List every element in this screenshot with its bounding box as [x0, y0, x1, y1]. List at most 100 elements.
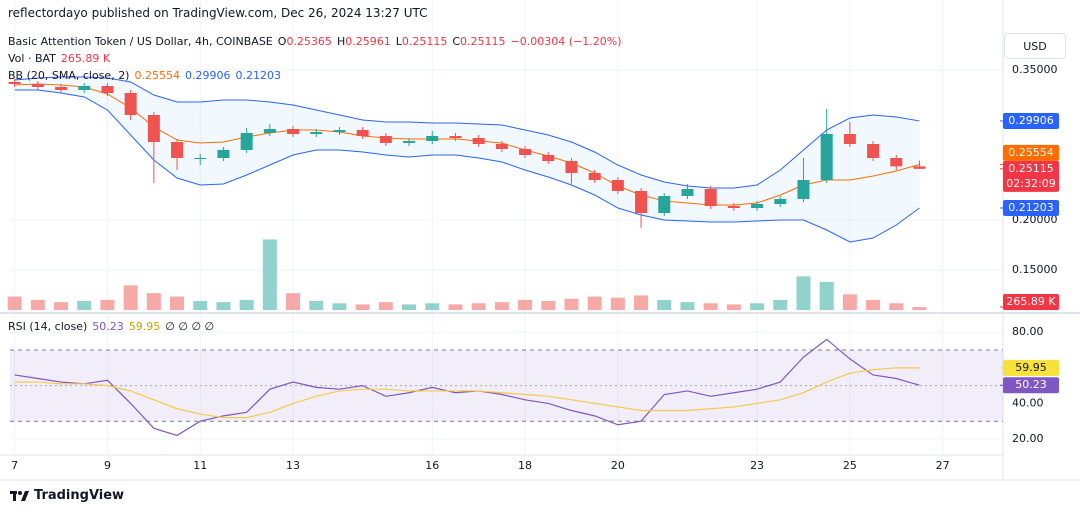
x-tick-label: 27 [936, 459, 950, 472]
rsi: 50.23 [92, 320, 124, 333]
candle-body [240, 133, 253, 150]
volume-bar [402, 304, 417, 310]
legend-rsi: RSI (14, close) 50.23 59.95 ∅ ∅ ∅ ∅ [8, 320, 214, 333]
candle-body [658, 196, 671, 213]
candle-body [843, 134, 856, 144]
candle-body [867, 144, 880, 158]
price-tag [1003, 294, 1059, 310]
volume-bar [518, 299, 533, 310]
candle-body [611, 180, 624, 191]
volume-bar [796, 276, 811, 310]
logo [10, 490, 29, 501]
symbol[interactable]: Basic Attention Token / US Dollar, 4h, C… [8, 35, 273, 48]
volume-bar [54, 302, 69, 310]
rsi-line [14, 367, 920, 419]
candle-body [426, 136, 439, 141]
bb-lower: 0.21203 [235, 69, 281, 82]
c: 0.25115 [460, 35, 506, 48]
volume-bar [564, 298, 579, 310]
footer: TradingView [10, 488, 124, 503]
currency-button[interactable]: USD [1004, 33, 1066, 59]
volume-bar [494, 302, 509, 310]
price-tag-label: 59.95 [1015, 361, 1047, 374]
band-lower [14, 89, 920, 243]
candle-body [449, 136, 462, 138]
brand: TradingView [34, 488, 125, 503]
volume-bar [819, 282, 834, 310]
price-tag-label: 0.29906 [1008, 114, 1054, 127]
candle-body [472, 138, 485, 144]
x-tick-label: 25 [843, 459, 857, 472]
candle-body [379, 136, 392, 143]
price-tag-label: 0.25115 [1008, 162, 1054, 175]
volume-bar [750, 303, 765, 310]
x-tick-label: 23 [750, 459, 764, 472]
legend-main: Basic Attention Token / US Dollar, 4h, C… [8, 35, 622, 48]
volume-bar [425, 303, 440, 310]
price-tag-label: 265.89 K [1006, 295, 1056, 308]
countdown: 02:32:09 [1006, 177, 1055, 190]
volume-bar [912, 307, 927, 310]
h-label: H [336, 35, 346, 48]
volume-bar [123, 285, 138, 310]
rsi-line [14, 338, 920, 437]
y-tick-label: 40.00 [1012, 396, 1044, 409]
candle-body [890, 158, 903, 167]
volume-bar [634, 295, 649, 310]
change: −0.00304 (−1.20%) [510, 35, 622, 48]
candle-body [820, 134, 833, 180]
rsi-name[interactable]: RSI (14, close) [8, 320, 88, 333]
candle-body [287, 129, 300, 134]
rsi-extra: ∅ ∅ ∅ ∅ [165, 320, 215, 333]
currency: USD [1023, 39, 1047, 53]
volume-bar [726, 304, 741, 310]
h: 0.25961 [345, 35, 391, 48]
volume-bar [239, 299, 254, 310]
vol-name[interactable]: Vol · BAT [8, 52, 56, 65]
candle-body [263, 129, 276, 133]
candle-body [635, 191, 648, 213]
y-tick-label: 20.00 [1012, 432, 1044, 445]
price-tag [1003, 359, 1059, 376]
candle-body [751, 204, 764, 208]
volume-bar [193, 301, 208, 310]
volume-bar [286, 293, 301, 310]
candle-body [774, 199, 787, 204]
volume-bar [471, 303, 486, 310]
price-tag [1003, 199, 1059, 216]
vol: 265.89 K [60, 52, 111, 65]
candle-body [704, 189, 717, 206]
candle-body [333, 130, 346, 132]
y-tick-label: 0.35000 [1012, 63, 1058, 76]
y-tick-label: 80.00 [1012, 325, 1044, 338]
volume-bar [30, 299, 45, 310]
bb-basis: 0.25554 [134, 69, 180, 82]
volume-bar [448, 304, 463, 310]
volume-bar [889, 303, 904, 310]
volume-bar [262, 239, 277, 310]
x-tick-label: 18 [518, 459, 532, 472]
x-tick-label: 13 [286, 459, 300, 472]
volume-bar [100, 299, 115, 310]
legend-bb: BB (20, SMA, close, 2) 0.25554 0.29906 0.21… [8, 69, 281, 82]
volume-bar [842, 294, 857, 310]
x-tick-label: 16 [425, 459, 439, 472]
bb-name[interactable]: BB (20, SMA, close, 2) [8, 69, 130, 82]
candle-body [171, 142, 184, 158]
candle-body [217, 150, 230, 158]
x-tick-label: 11 [193, 459, 207, 472]
published-line: reflectordayo published on TradingView.c… [8, 6, 427, 20]
o: 0.25365 [286, 35, 332, 48]
l: 0.25115 [401, 35, 448, 48]
candle-body [913, 166, 926, 169]
candle-body [681, 189, 694, 196]
price-tag [1003, 112, 1059, 129]
candle-body [55, 87, 68, 90]
x-tick-label: 7 [11, 459, 18, 472]
price-tag-label: 0.21203 [1008, 201, 1054, 214]
published: reflectordayo published on TradingView.c… [8, 6, 428, 20]
price-tag [1003, 144, 1059, 161]
o-label: O [277, 35, 287, 48]
